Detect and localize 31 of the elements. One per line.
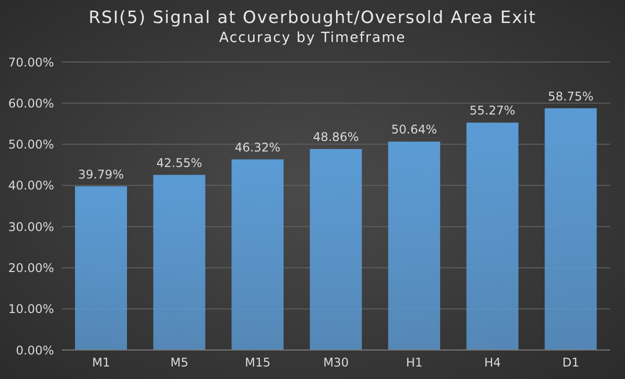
data-label: 46.32% xyxy=(234,140,280,154)
data-label: 58.75% xyxy=(548,89,594,104)
x-tick-label: M15 xyxy=(244,356,271,370)
y-tick-label: 50.00% xyxy=(8,138,54,152)
data-label: 50.64% xyxy=(391,122,438,137)
data-label: 39.79% xyxy=(78,167,124,182)
data-label: 48.86% xyxy=(312,130,359,144)
data-label: 42.55% xyxy=(156,156,202,170)
bar xyxy=(75,186,127,350)
y-tick-label: 0.00% xyxy=(16,343,54,358)
y-tick-label: 60.00% xyxy=(8,96,54,110)
chart-title: RSI(5) Signal at Overbought/Oversold Area Exit xyxy=(88,8,538,28)
data-label: 55.27% xyxy=(470,104,516,118)
x-tick-label: M1 xyxy=(92,356,110,370)
bar xyxy=(466,122,518,350)
y-tick-label: 20.00% xyxy=(8,260,54,275)
x-tick-label: D1 xyxy=(562,356,580,370)
y-tick-label: 30.00% xyxy=(8,220,54,234)
x-tick-label: H1 xyxy=(406,356,423,370)
bar xyxy=(153,174,206,350)
x-tick-label: M30 xyxy=(323,356,349,370)
bar xyxy=(388,142,440,350)
bar xyxy=(232,159,284,350)
y-tick-label: 40.00% xyxy=(8,178,54,193)
y-tick-label: 70.00% xyxy=(8,55,54,70)
bar xyxy=(544,108,597,350)
chart-subtitle: Accuracy by Timeframe xyxy=(218,30,407,46)
bar xyxy=(310,148,362,350)
y-tick-label: 10.00% xyxy=(8,302,54,316)
x-tick-label: M5 xyxy=(170,356,188,370)
x-tick-label: H4 xyxy=(484,356,501,370)
